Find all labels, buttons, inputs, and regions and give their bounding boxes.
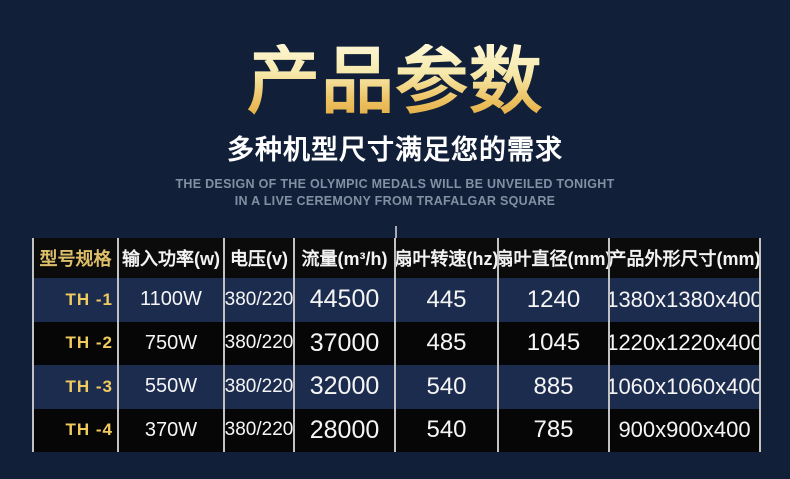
cell-dimensions: 1060x1060x400 xyxy=(610,365,761,409)
page-subtitle: 多种机型尺寸满足您的需求 xyxy=(227,135,563,165)
cell-model: TH -2 xyxy=(32,321,119,365)
page-title: 产品参数 xyxy=(247,41,543,122)
cell-dimensions: 900x900x400 xyxy=(610,408,761,452)
cell-flow: 32000 xyxy=(295,365,396,409)
header-cell-dimensions: 产品外形尺寸(mm) xyxy=(610,238,761,278)
cell-fan-diameter: 1240 xyxy=(499,278,610,322)
table-row: TH -3 550W 380/220 32000 540 885 1060x10… xyxy=(32,365,761,409)
tagline-line-2: IN A LIVE CEREMONY FROM TRAFALGAR SQUARE xyxy=(234,194,556,208)
table-body: TH -1 1100W 380/220 44500 445 1240 1380x… xyxy=(32,278,761,452)
cell-fan-diameter: 785 xyxy=(499,408,610,452)
cell-fan-speed: 485 xyxy=(396,321,499,365)
cell-dimensions: 1380x1380x400 xyxy=(610,278,761,322)
center-divider-tick xyxy=(395,226,397,238)
spec-table: 型号规格 输入功率(w) 电压(v) 流量(m³/h) 扇叶转速(hz) 扇叶直… xyxy=(32,238,761,452)
header-cell-model: 型号规格 xyxy=(32,238,119,278)
cell-flow: 37000 xyxy=(295,321,396,365)
cell-power: 750W xyxy=(119,321,225,365)
cell-model: TH -4 xyxy=(32,408,119,452)
cell-power: 370W xyxy=(119,408,225,452)
cell-dimensions: 1220x1220x400 xyxy=(610,321,761,365)
cell-fan-speed: 540 xyxy=(396,408,499,452)
cell-model: TH -3 xyxy=(32,365,119,409)
cell-fan-speed: 445 xyxy=(396,278,499,322)
cell-voltage: 380/220 xyxy=(225,365,295,409)
cell-fan-diameter: 1045 xyxy=(499,321,610,365)
tagline-line-1: THE DESIGN OF THE OLYMPIC MEDALS WILL BE… xyxy=(175,177,615,191)
table-row: TH -1 1100W 380/220 44500 445 1240 1380x… xyxy=(32,278,761,322)
cell-power: 550W xyxy=(119,365,225,409)
table-row: TH -4 370W 380/220 28000 540 785 900x900… xyxy=(32,408,761,452)
cell-voltage: 380/220 xyxy=(225,408,295,452)
header-cell-fan-diameter: 扇叶直径(mm) xyxy=(499,238,610,278)
cell-voltage: 380/220 xyxy=(225,321,295,365)
header-cell-fan-speed: 扇叶转速(hz) xyxy=(396,238,499,278)
header-cell-power: 输入功率(w) xyxy=(119,238,225,278)
english-tagline: THE DESIGN OF THE OLYMPIC MEDALS WILL BE… xyxy=(0,176,790,210)
table-header-row: 型号规格 输入功率(w) 电压(v) 流量(m³/h) 扇叶转速(hz) 扇叶直… xyxy=(32,238,761,278)
cell-model: TH -1 xyxy=(32,278,119,322)
header-cell-voltage: 电压(v) xyxy=(225,238,295,278)
cell-power: 1100W xyxy=(119,278,225,322)
table-row: TH -2 750W 380/220 37000 485 1045 1220x1… xyxy=(32,321,761,365)
cell-fan-diameter: 885 xyxy=(499,365,610,409)
cell-flow: 44500 xyxy=(295,278,396,322)
header-cell-flow: 流量(m³/h) xyxy=(295,238,396,278)
cell-voltage: 380/220 xyxy=(225,278,295,322)
cell-flow: 28000 xyxy=(295,408,396,452)
hero-section: 产品参数 多种机型尺寸满足您的需求 THE DESIGN OF THE OLYM… xyxy=(0,0,790,210)
cell-fan-speed: 540 xyxy=(396,365,499,409)
